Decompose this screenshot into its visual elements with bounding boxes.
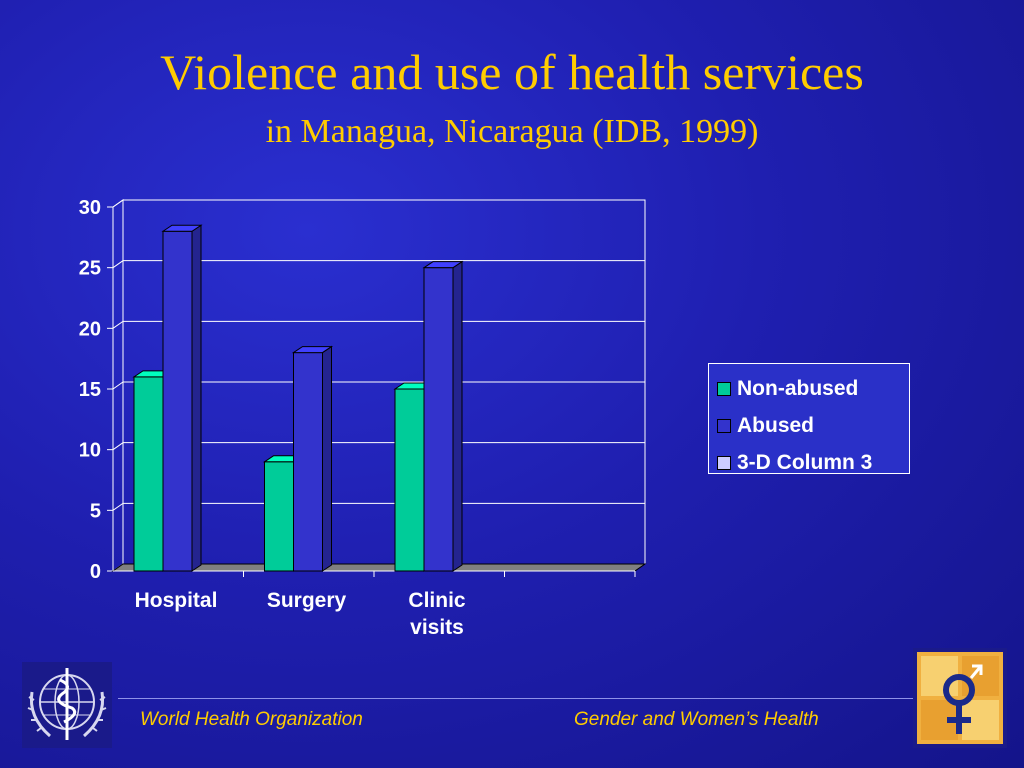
bar-abused-clinic-visits [422, 260, 464, 572]
slide-subtitle: in Managua, Nicaragua (IDB, 1999) [265, 113, 759, 150]
y-tick-label: 15 [79, 379, 101, 401]
footer-department: Gender and Women’s Health [574, 709, 819, 730]
legend-swatch-abused [717, 418, 731, 433]
legend-item-non-abused: Non-abused [717, 370, 909, 407]
x-tick-label: Surgery [267, 589, 347, 612]
legend-label: 3-D Column 3 [737, 450, 873, 474]
legend-swatch-3d-column-3 [717, 455, 731, 470]
bar-abused-surgery [291, 345, 334, 572]
legend-item-3d-column-3: 3-D Column 3 [717, 444, 909, 481]
legend-swatch-non-abused [717, 381, 731, 396]
who-emblem-icon [22, 662, 112, 748]
chart-legend: Non-abused Abused 3-D Column 3 [708, 363, 910, 474]
bar-chart: 0 5 10 15 20 25 30 Hospital Surgery Clinic visits [79, 197, 647, 639]
y-tick-label: 10 [79, 440, 101, 462]
y-tick-label: 20 [79, 318, 101, 340]
slide-title: Violence and use of health services [160, 44, 864, 100]
y-tick-label: 5 [90, 500, 101, 522]
gridline [112, 320, 645, 329]
x-tick-label: Hospital [135, 589, 218, 612]
y-tick-label: 25 [79, 258, 101, 280]
legend-label: Non-abused [737, 376, 859, 400]
footer-divider [118, 698, 913, 699]
x-tick-label: visits [410, 616, 464, 639]
gridline [112, 199, 645, 208]
x-tick-label: Clinic [408, 589, 465, 612]
y-tick-label: 0 [90, 561, 101, 583]
gridline [112, 260, 645, 269]
legend-label: Abused [737, 413, 815, 437]
legend-item-abused: Abused [717, 407, 909, 444]
bar-abused-hospital [161, 224, 203, 572]
gridline [112, 502, 645, 511]
gender-symbol-icon [913, 648, 1007, 748]
y-tick-label: 30 [79, 197, 101, 219]
gridline [112, 442, 645, 451]
gridline [112, 381, 645, 390]
footer-organization: World Health Organization [140, 709, 363, 730]
